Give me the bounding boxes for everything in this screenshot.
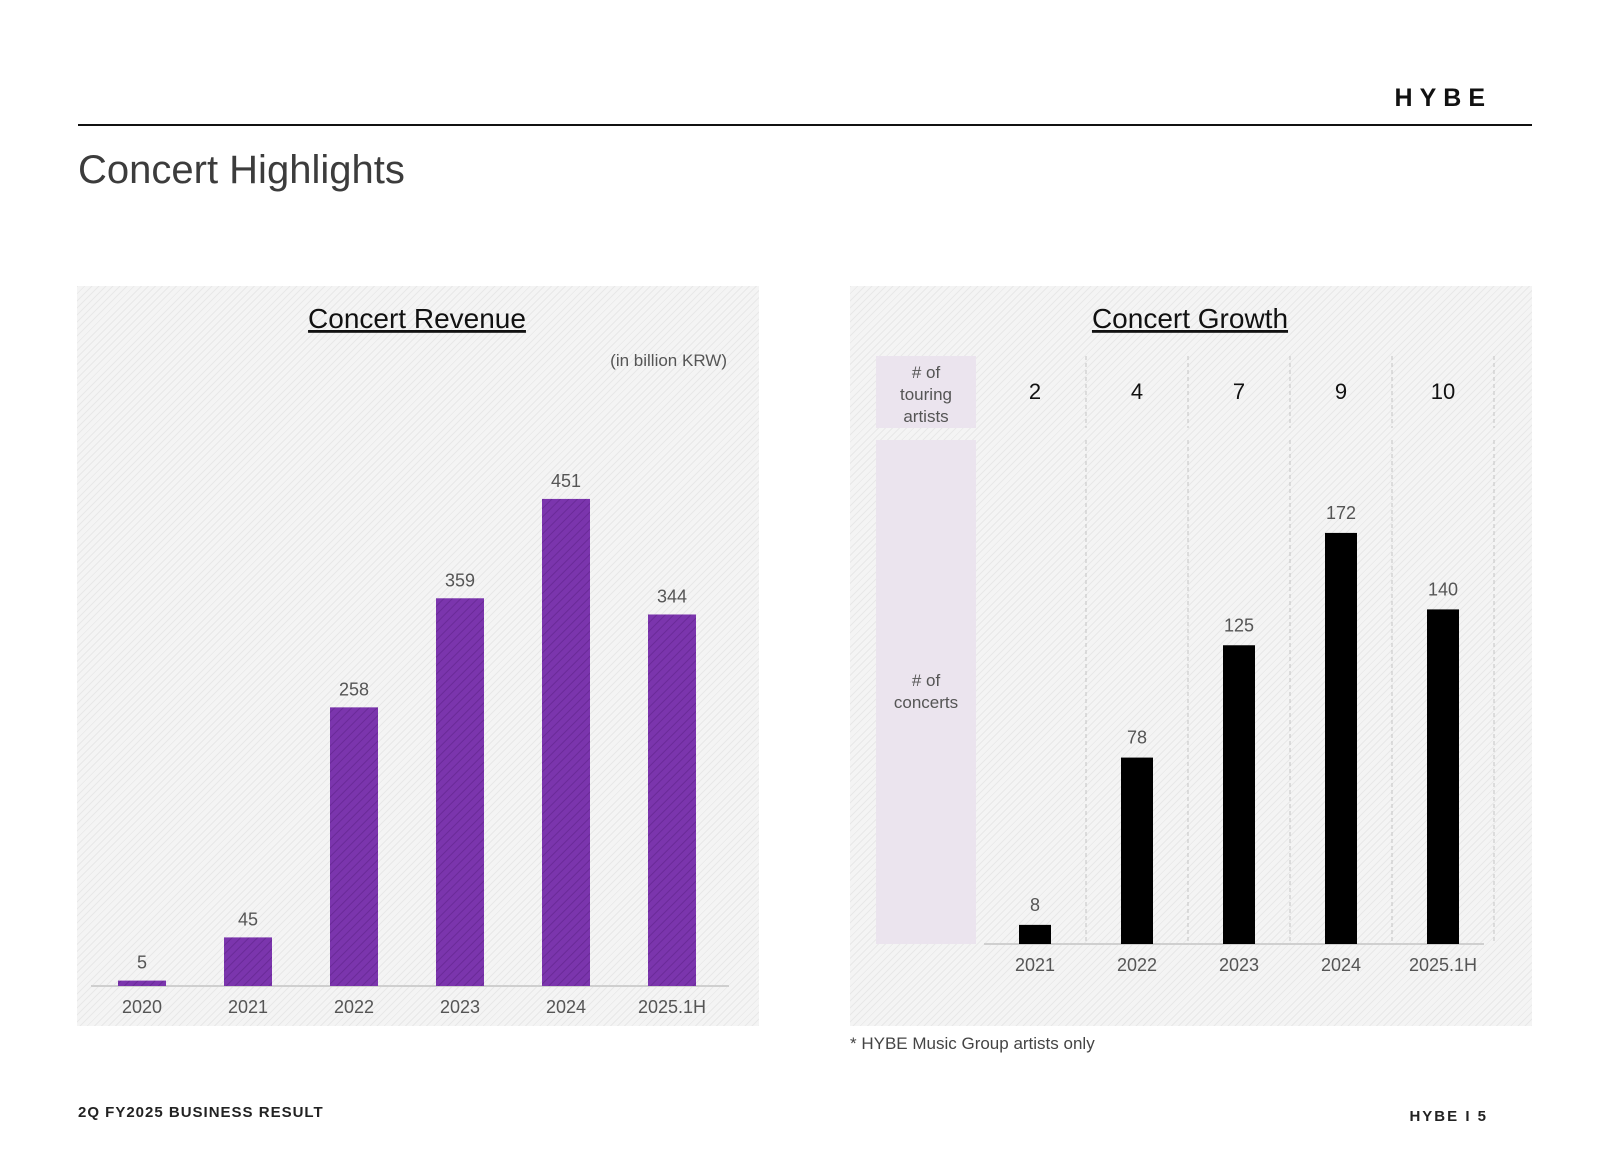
touring-artists-value: 2 — [1029, 379, 1041, 404]
revenue-value-label: 451 — [551, 471, 581, 491]
page-number: 5 — [1477, 1108, 1488, 1125]
revenue-category-label: 2025.1H — [638, 997, 706, 1017]
revenue-unit-label: (in billion KRW) — [610, 351, 727, 370]
footer-brand: HYBE — [1409, 1108, 1460, 1125]
concert-category-label: 2024 — [1321, 955, 1361, 975]
footer-separator: I — [1465, 1108, 1472, 1125]
concert-revenue-title: Concert Revenue — [308, 303, 526, 334]
revenue-category-label: 2022 — [334, 997, 374, 1017]
concert-growth-chart: Concert Growth # of touring artists # of co… — [876, 303, 1495, 975]
footer-report-title: 2Q FY2025 BUSINESS RESULT — [78, 1104, 324, 1121]
revenue-bar — [330, 707, 378, 986]
concerts-label: # of concerts — [894, 671, 958, 712]
revenue-category-label: 2021 — [228, 997, 268, 1017]
revenue-value-label: 359 — [445, 570, 475, 590]
page-title: Concert Highlights — [78, 148, 405, 192]
footnote: * HYBE Music Group artists only — [850, 1034, 1095, 1053]
revenue-category-label: 2024 — [546, 997, 586, 1017]
concert-category-label: 2023 — [1219, 955, 1259, 975]
concert-bar — [1223, 645, 1255, 944]
revenue-value-label: 344 — [657, 586, 687, 606]
concert-category-label: 2022 — [1117, 955, 1157, 975]
touring-artists-value: 7 — [1233, 379, 1245, 404]
concert-value-label: 78 — [1127, 728, 1147, 748]
revenue-bar — [436, 598, 484, 986]
revenue-value-label: 45 — [238, 909, 258, 929]
concert-growth-panel: Concert Growth # of touring artists # of co… — [850, 286, 1532, 1026]
touring-artists-label-cell — [876, 356, 976, 428]
concerts-label-cell — [876, 440, 976, 944]
concert-bar — [1427, 609, 1459, 944]
revenue-category-label: 2020 — [122, 997, 162, 1017]
concert-category-label: 2021 — [1015, 955, 1055, 975]
concert-value-label: 140 — [1428, 579, 1458, 599]
concert-value-label: 172 — [1326, 503, 1356, 523]
concert-bar — [1019, 924, 1051, 944]
touring-artists-value: 9 — [1335, 379, 1347, 404]
concert-growth-title: Concert Growth — [1092, 303, 1288, 334]
header-rule — [78, 124, 1532, 126]
revenue-value-label: 258 — [339, 679, 369, 699]
revenue-bar — [224, 937, 272, 986]
concert-revenue-chart: Concert Revenue (in billion KRW) 5 2020 45… — [91, 303, 729, 1017]
brand-logo: HYBE — [1394, 84, 1492, 112]
revenue-bar — [542, 498, 590, 986]
concert-bar — [1121, 757, 1153, 944]
concert-bar — [1325, 532, 1357, 944]
touring-artists-value: 10 — [1431, 379, 1455, 404]
touring-artists-value: 4 — [1131, 379, 1143, 404]
revenue-bar — [118, 980, 166, 986]
concert-category-label: 2025.1H — [1409, 955, 1477, 975]
touring-artists-label: # of touring artists — [900, 363, 952, 426]
concert-value-label: 8 — [1030, 895, 1040, 915]
revenue-value-label: 5 — [137, 953, 147, 973]
revenue-category-label: 2023 — [440, 997, 480, 1017]
concert-revenue-panel: Concert Revenue (in billion KRW) 5 2020 45… — [77, 286, 759, 1026]
concert-value-label: 125 — [1224, 615, 1254, 635]
revenue-bar — [648, 614, 696, 986]
footer-page-info: HYBE I 5 — [1409, 1108, 1488, 1125]
